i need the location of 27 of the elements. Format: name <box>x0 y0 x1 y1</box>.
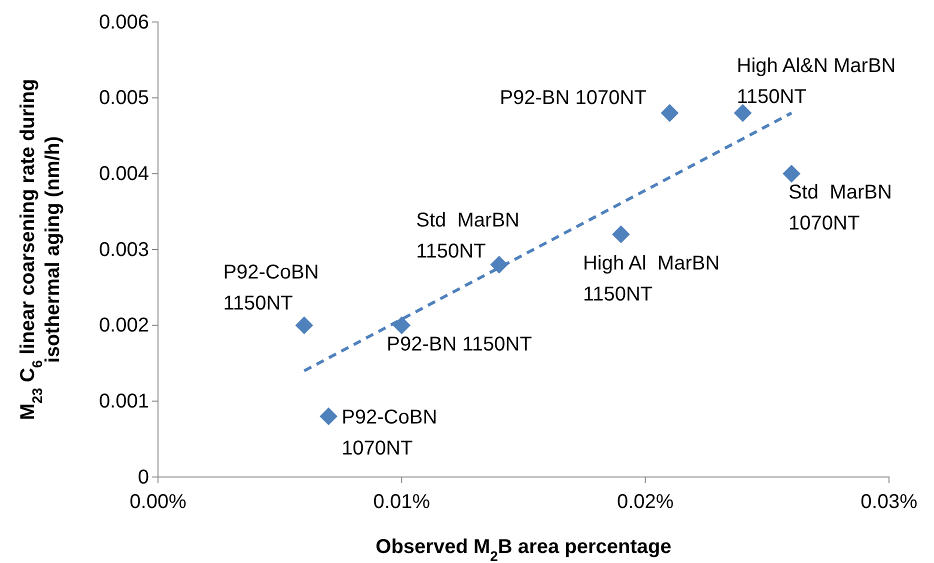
point <box>782 164 800 183</box>
x-tick-label: 0.01% <box>373 491 430 513</box>
x-tick-label: 0.02% <box>616 491 674 513</box>
annotation: P92-BN 1070NT <box>500 87 646 109</box>
point <box>612 225 630 244</box>
annotation: Std MarBN 1070NT <box>788 182 892 235</box>
point <box>320 407 338 426</box>
annotation: High Al&N MarBN 1150NT <box>736 55 896 108</box>
annotation: High Al MarBN 1150NT <box>582 252 720 306</box>
y-tick-label: 0.003 <box>98 238 149 261</box>
x-tick-label: 0.00% <box>130 491 187 513</box>
point <box>734 104 752 122</box>
point <box>660 104 679 122</box>
point <box>392 316 411 334</box>
y-tick-label: 0.004 <box>98 163 149 186</box>
x-axis-title: Observed M$_{2}$B area percentage <box>376 536 672 563</box>
y-tick-label: 0 <box>138 466 149 488</box>
y-tick-label: 0.005 <box>98 87 149 110</box>
annotation: P92-BN 1150NT <box>386 333 532 356</box>
annotation: Std MarBN 1150NT <box>416 210 520 263</box>
x-tick-label: 0.03% <box>860 491 918 513</box>
annotation: P92-CoBN 1150NT <box>223 261 319 314</box>
y-tick-label: 0.001 <box>98 390 149 413</box>
y-tick-label: 0.006 <box>98 11 149 34</box>
annotation: P92-CoBN 1070NT <box>342 406 438 460</box>
point <box>295 316 314 334</box>
y-tick-label: 0.002 <box>98 314 149 337</box>
